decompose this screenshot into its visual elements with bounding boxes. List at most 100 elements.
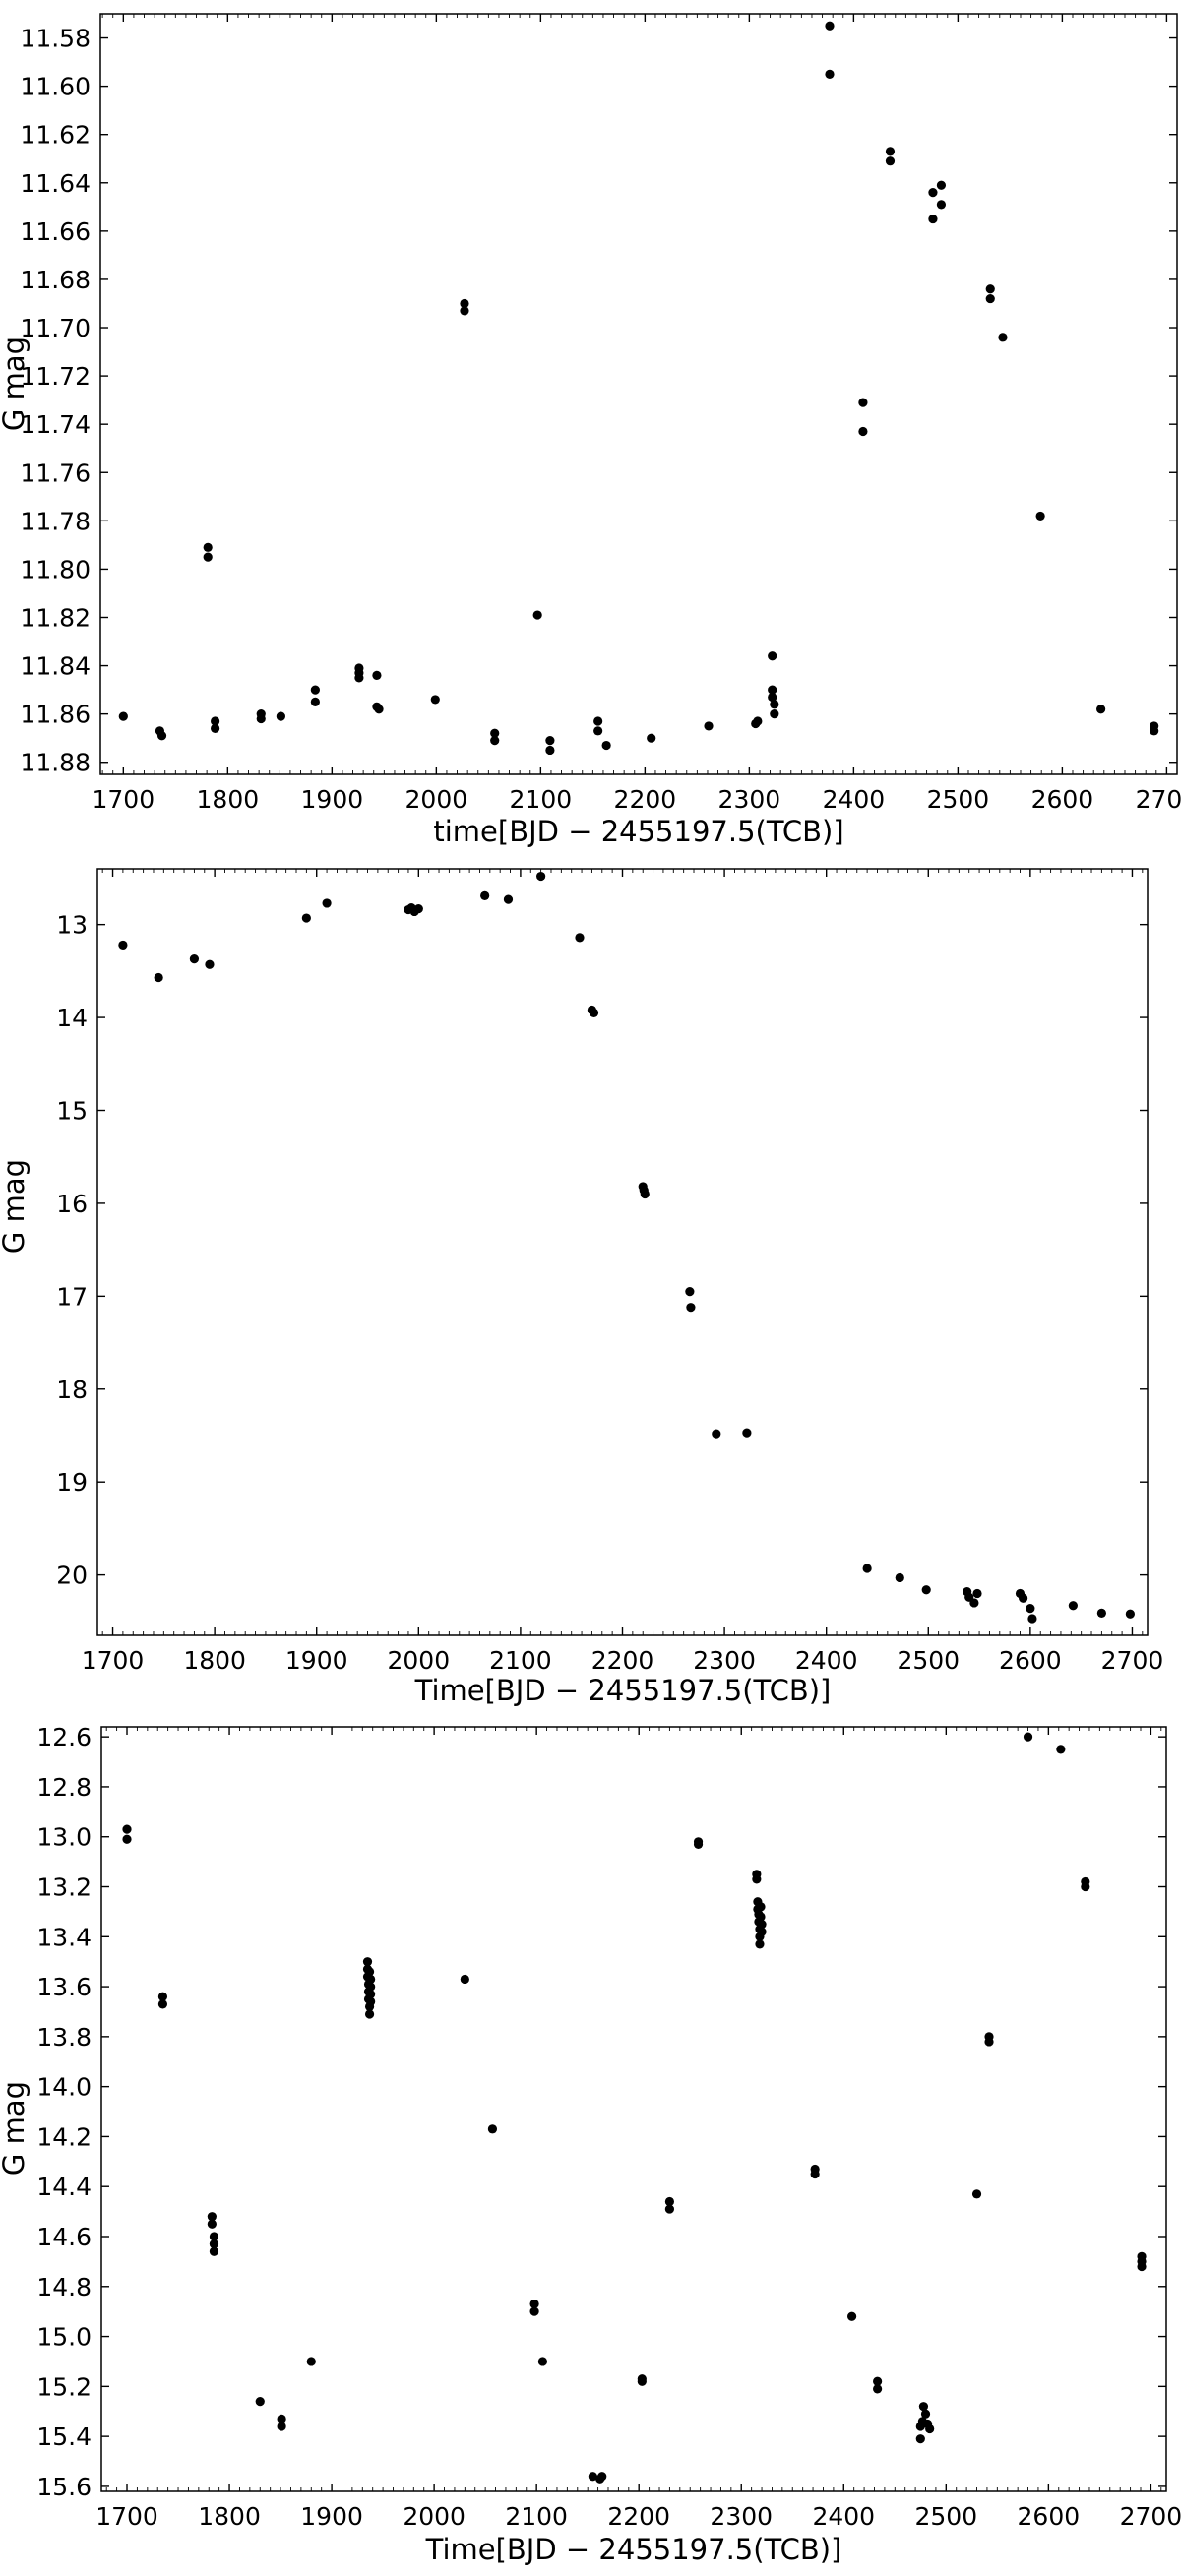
chart-1-x-tick-label: 2600 (1031, 785, 1094, 814)
chart-3-y-tick-label: 13.2 (36, 1873, 92, 1902)
chart-3-point (537, 2357, 548, 2366)
chart-2-point (640, 1189, 650, 1199)
chart-1-x-axis: 1700 1800 1900 2000 2100 2200 2300 2400 2500 2600… (93, 14, 1181, 814)
chart-3-point (209, 2232, 219, 2241)
chart-3-point (366, 1982, 376, 1992)
chart-3-point (157, 1999, 168, 2009)
chart-3-point (925, 2423, 935, 2434)
chart-1-point (1035, 511, 1045, 521)
chart-2-x-tick-label: 2700 (1101, 1646, 1164, 1675)
chart-2-y-tick-label: 20 (56, 1562, 88, 1590)
chart-1-y-tick-label: 11.84 (20, 652, 91, 681)
chart-3-x-tick-label: 1800 (198, 2502, 261, 2531)
chart-2-point (575, 933, 585, 943)
chart-3-point (529, 2306, 539, 2316)
chart-2-point (1019, 1593, 1028, 1603)
chart-1-point (545, 745, 555, 756)
chart-2-point (189, 953, 200, 964)
chart-2-x-tick-label: 1700 (82, 1646, 145, 1675)
chart-1-point (203, 552, 213, 562)
chart-3-x-tick-label: 2100 (505, 2502, 568, 2531)
chart-3-y-tick-label: 13.6 (36, 1973, 92, 2001)
chart-1-point (601, 740, 611, 751)
chart-3-y-tick-label: 12.6 (36, 1723, 92, 1751)
chart-2-x-axis-title: Time[BJD − 2455197.5(TCB)] (414, 1674, 832, 1707)
chart-2-y-tick-label: 13 (56, 911, 88, 940)
chart-1-x-tick-label: 2300 (718, 785, 781, 814)
chart-1-point (825, 21, 835, 31)
chart-2-point (413, 904, 423, 914)
chart-3-point (810, 2169, 820, 2179)
chart-3-point (588, 2472, 597, 2482)
chart-2-point (503, 894, 514, 904)
chart-2-point (154, 972, 163, 983)
chart-2-point (322, 898, 332, 908)
chart-2-y-axis-title: G mag (0, 1159, 31, 1254)
chart-1-point (1150, 726, 1159, 736)
chart-1-y-tick-label: 11.88 (20, 749, 91, 777)
chart-3-point (756, 1912, 766, 1922)
chart-1-x-tick-label: 2000 (405, 785, 468, 814)
chart-1-point (1096, 705, 1106, 714)
chart-3-point (757, 1919, 767, 1930)
chart-3-y-axis: 12.6 12.8 13.0 13.2 13.4 13.6 13.8 14.0 14.2 14.4… (36, 1723, 1166, 2501)
chart-1-point (936, 180, 947, 190)
chart-3-x-tick-label: 2700 (1120, 2502, 1181, 2531)
chart-3-point (306, 2357, 316, 2366)
chart-3-point (664, 2196, 675, 2207)
chart-2-point (1096, 1608, 1106, 1618)
chart-1-point (532, 610, 542, 620)
chart-3-point (847, 2311, 857, 2321)
chart-1-point (928, 187, 938, 198)
chart-1-point (118, 711, 128, 721)
chart-1-y-axis: 11.58 11.60 11.62 11.64 11.66 11.68 11.70 11.72… (20, 25, 1177, 777)
chart-2-x-tick-label: 2300 (693, 1646, 756, 1675)
chart-1-point (885, 147, 896, 156)
chart-1-x-tick-label: 2100 (510, 785, 573, 814)
chart-1-x-tick-label: 2500 (927, 785, 990, 814)
chart-1-y-tick-label: 11.58 (20, 25, 91, 53)
chart-1-point (647, 733, 656, 743)
chart-3-y-tick-label: 13.8 (36, 2023, 92, 2052)
chart-1-y-tick-label: 11.66 (20, 217, 91, 246)
chart-2-point (1027, 1614, 1037, 1624)
chart-1-y-axis-title: G mag (0, 337, 31, 431)
chart-1-point (768, 651, 777, 661)
chart-3-point (460, 1974, 469, 1985)
chart-1-y-tick-label: 11.68 (20, 266, 91, 294)
chart-1-point (768, 692, 777, 703)
chart-2-plot-frame (96, 868, 1149, 1636)
chart-1-point (770, 709, 779, 719)
chart-1-y-tick-label: 11.72 (20, 362, 91, 391)
chart-3-y-tick-label: 14.2 (36, 2122, 92, 2151)
chart-2-point (742, 1428, 752, 1438)
chart-2-point (895, 1572, 904, 1583)
chart-2-point (862, 1564, 872, 1573)
chart-3-y-axis-title: G mag (0, 2081, 31, 2176)
chart-1-x-tick-label: 2700 (1136, 785, 1181, 814)
chart-3-point (366, 1974, 376, 1985)
chart-2-point (480, 890, 490, 900)
chart-1-point (460, 306, 469, 316)
chart-3-point (1056, 1745, 1066, 1754)
chart-2-y-tick-label: 14 (56, 1004, 88, 1032)
chart-1-x-tick-label: 2200 (614, 785, 677, 814)
chart-2-point (1026, 1604, 1035, 1614)
chart-1-point (753, 716, 763, 726)
chart-3-point (207, 2219, 217, 2229)
chart-3-point (920, 2409, 931, 2419)
chart-2-x-axis: 1700 1800 1900 2000 2100 2200 2300 2400 2500 2600… (82, 869, 1164, 1675)
chart-2-y-axis: 13 14 15 16 17 18 19 20 (56, 911, 1148, 1590)
chart-2-x-tick-label: 2200 (591, 1646, 654, 1675)
chart-3-point (1137, 2261, 1147, 2272)
chart-1-point (928, 214, 938, 224)
chart-1-point (593, 726, 603, 736)
chart-1-point (545, 736, 555, 746)
chart-3-y-tick-label: 12.8 (36, 1773, 92, 1802)
chart-3-x-tick-label: 2600 (1018, 2502, 1081, 2531)
chart-3-point (873, 2376, 883, 2386)
chart-1-y-tick-label: 11.60 (20, 73, 91, 101)
chart-3-point (366, 1996, 376, 2006)
chart-3-y-tick-label: 13.0 (36, 1823, 92, 1852)
chart-panel-3: 1700 1800 1900 2000 2100 2200 2300 2400 2500 2600… (0, 1723, 1181, 2566)
